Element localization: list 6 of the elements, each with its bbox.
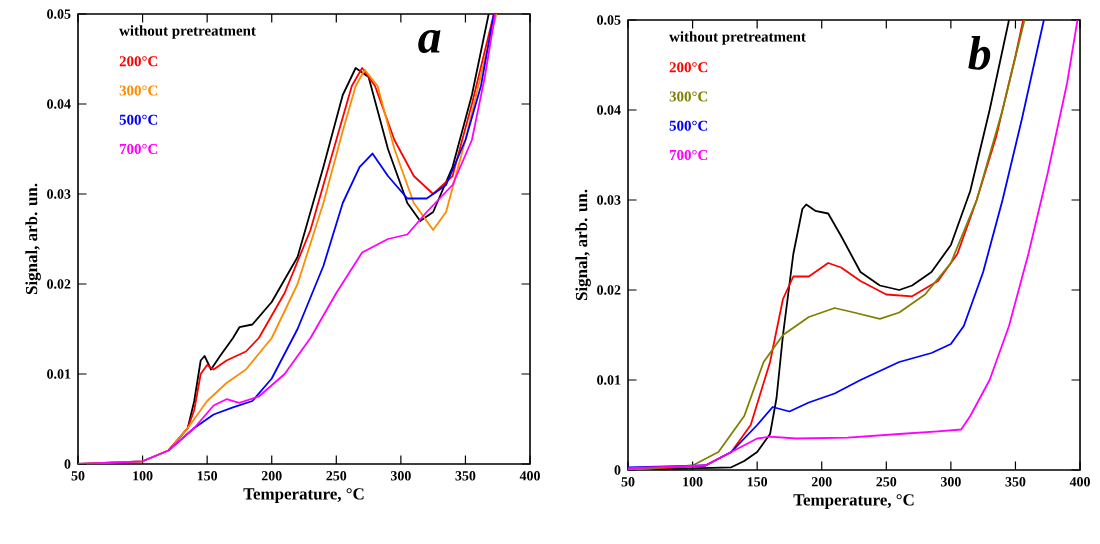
annotation: b (968, 36, 991, 70)
y-axis-title: Signal, arb. un. (25, 183, 41, 295)
y-axis-title: Signal, arb. un. (575, 189, 591, 301)
x-axis-title: Temperature, °C (793, 494, 914, 510)
x-axis-title: Temperature, °C (243, 488, 364, 504)
annotation: a (418, 30, 441, 54)
